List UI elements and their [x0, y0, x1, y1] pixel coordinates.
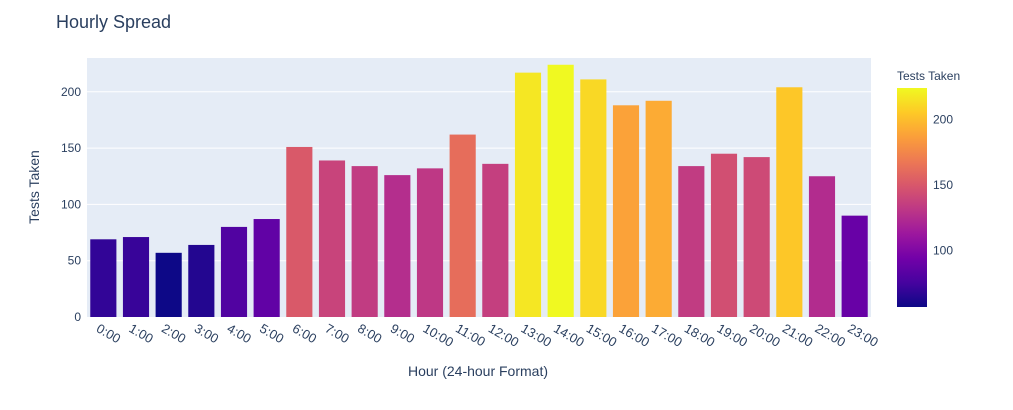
bar-0:00[interactable]	[90, 239, 117, 317]
bar-4:00[interactable]	[220, 226, 248, 317]
bar-18:00[interactable]	[678, 166, 705, 317]
bar-20:00[interactable]	[743, 157, 770, 317]
bar-23:00[interactable]	[841, 215, 868, 317]
x-tick-label: 5:00	[257, 321, 286, 347]
x-tick-label: 22:00	[813, 321, 849, 350]
chart-title: Hourly Spread	[56, 12, 171, 32]
x-tick-label: 14:00	[551, 321, 587, 350]
y-tick-label: 0	[74, 310, 81, 324]
x-tick-label: 11:00	[453, 321, 488, 350]
y-tick-label: 50	[68, 254, 82, 268]
x-tick-label: 9:00	[388, 321, 417, 347]
colorbar-tick-label: 200	[933, 112, 953, 126]
bar-15:00[interactable]	[580, 79, 607, 317]
bar-22:00[interactable]	[808, 176, 836, 317]
bars	[90, 64, 868, 317]
bar-14:00[interactable]	[547, 64, 574, 317]
x-tick-label: 3:00	[192, 321, 221, 347]
bar-7:00[interactable]	[318, 160, 346, 317]
y-tick-label: 200	[61, 85, 81, 99]
x-tick-labels: 0:00 1:00 2:00 3:00 4:00 5:00 6:00 7:00 8:00 9:00…	[94, 321, 881, 350]
x-tick-label: 7:00	[323, 321, 352, 347]
x-tick-label: 2:00	[159, 321, 188, 347]
gridlines	[87, 91, 871, 262]
x-tick-label: 20:00	[747, 321, 783, 350]
bar-5:00[interactable]	[253, 219, 280, 317]
bar-9:00[interactable]	[384, 175, 411, 317]
y-tick-label: 150	[61, 141, 81, 155]
x-tick-label: 4:00	[225, 321, 254, 347]
x-tick-label: 16:00	[617, 321, 653, 350]
x-tick-label: 0:00	[94, 321, 123, 347]
colorbar-tick-labels: 100 150 200	[933, 112, 953, 257]
y-axis-title: Tests Taken	[26, 150, 42, 224]
plot-background	[87, 58, 871, 317]
bar-10:00[interactable]	[416, 168, 444, 317]
y-tick-label: 100	[61, 197, 81, 211]
x-tick-label: 6:00	[290, 321, 319, 347]
bar-3:00[interactable]	[188, 244, 215, 317]
bar-1:00[interactable]	[122, 237, 150, 317]
x-tick-label: 10:00	[421, 321, 457, 350]
bar-19:00[interactable]	[710, 153, 738, 317]
x-tick-label: 21:00	[780, 321, 816, 350]
colorbar-title: Tests Taken	[897, 69, 960, 83]
colorbar-tick-label: 150	[933, 178, 953, 192]
bar-6:00[interactable]	[286, 146, 313, 317]
x-tick-label: 23:00	[845, 321, 881, 350]
bar-2:00[interactable]	[155, 252, 182, 317]
x-tick-label: 19:00	[715, 321, 751, 350]
y-tick-labels: 0 50 100 150 200	[61, 85, 81, 324]
bar-16:00[interactable]	[612, 105, 640, 317]
x-tick-label: 1:00	[127, 321, 156, 347]
bar-21:00[interactable]	[776, 87, 803, 317]
x-tick-label: 8:00	[355, 321, 384, 347]
bar-8:00[interactable]	[351, 166, 378, 317]
colorbar-tick-label: 100	[933, 244, 953, 258]
bar-11:00[interactable]	[449, 134, 476, 317]
x-tick-label: 15:00	[584, 321, 620, 350]
x-tick-label: 18:00	[682, 321, 718, 350]
colorbar	[897, 88, 927, 307]
x-tick-label: 12:00	[486, 321, 522, 350]
x-tick-label: 17:00	[649, 321, 685, 350]
bar-17:00[interactable]	[645, 100, 672, 317]
bar-12:00[interactable]	[482, 163, 509, 317]
x-tick-label: 13:00	[519, 321, 555, 350]
bar-13:00[interactable]	[514, 72, 542, 317]
x-axis-title: Hour (24-hour Format)	[408, 363, 548, 379]
